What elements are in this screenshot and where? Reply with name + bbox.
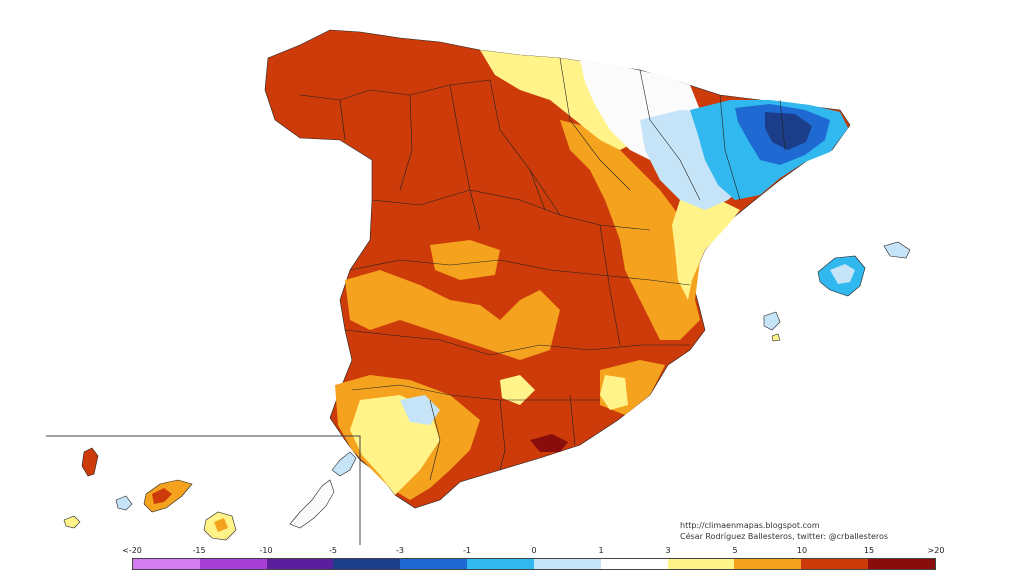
legend-label: -10 (259, 546, 273, 555)
legend-label: -15 (192, 546, 206, 555)
legend-swatch (533, 559, 601, 569)
legend-label: 3 (665, 546, 671, 555)
legend-label: -1 (463, 546, 471, 555)
canary-islands-inset (46, 435, 361, 545)
legend-swatch (199, 559, 267, 569)
island-formentera (771, 333, 781, 342)
legend-bar (132, 558, 936, 570)
legend-swatch (734, 559, 802, 569)
legend-swatch (400, 559, 468, 569)
province-borders (299, 57, 786, 481)
legend-swatch (467, 559, 534, 569)
island-ibiza (763, 311, 781, 331)
legend-label: 15 (863, 546, 875, 555)
credits-author: César Rodríguez Ballesteros, twitter: @c… (680, 532, 889, 541)
legend-swatch (868, 559, 935, 569)
legend-swatch (333, 559, 401, 569)
credits: http://climaenmapas.blogspot.com César R… (680, 520, 888, 542)
island-mallorca-inner (830, 264, 855, 284)
island-menorca (883, 241, 911, 259)
legend-label: <-20 (122, 546, 142, 555)
region-orange-center (430, 240, 500, 280)
region-darkred-south (530, 434, 568, 452)
region-yellow-spot-2 (600, 375, 628, 410)
legend-swatch (266, 559, 334, 569)
legend-label: 0 (531, 546, 537, 555)
color-legend: <-20 -15 -10 -5 -3 -1 0 1 3 5 10 15 >20 (122, 546, 944, 574)
island-tenerife-core (152, 488, 172, 504)
island-la-palma (81, 447, 99, 477)
legend-label: -3 (396, 546, 404, 555)
region-darkblue-catalonia (765, 112, 812, 150)
region-lightblue-sw (400, 395, 440, 425)
legend-swatch (133, 559, 200, 569)
region-yellow-east (672, 200, 740, 300)
region-yellow-spot-1 (500, 375, 535, 405)
island-lanzarote (331, 451, 357, 477)
legend-label: -5 (329, 546, 337, 555)
island-fuerteventura (289, 479, 335, 529)
legend-label: 1 (598, 546, 604, 555)
island-el-hierro (63, 515, 81, 529)
legend-label: >20 (927, 546, 945, 555)
legend-swatch (600, 559, 668, 569)
region-orange-west (345, 270, 560, 360)
legend-label: 10 (796, 546, 808, 555)
legend-label: 5 (732, 546, 738, 555)
legend-swatch (801, 559, 869, 569)
legend-swatch (667, 559, 735, 569)
island-gran-canaria-core (214, 518, 228, 532)
legend-labels: <-20 -15 -10 -5 -3 -1 0 1 3 5 10 15 >20 (122, 546, 944, 558)
credits-url: http://climaenmapas.blogspot.com (680, 521, 820, 530)
region-orange-east (560, 120, 700, 340)
island-la-gomera (115, 495, 133, 511)
